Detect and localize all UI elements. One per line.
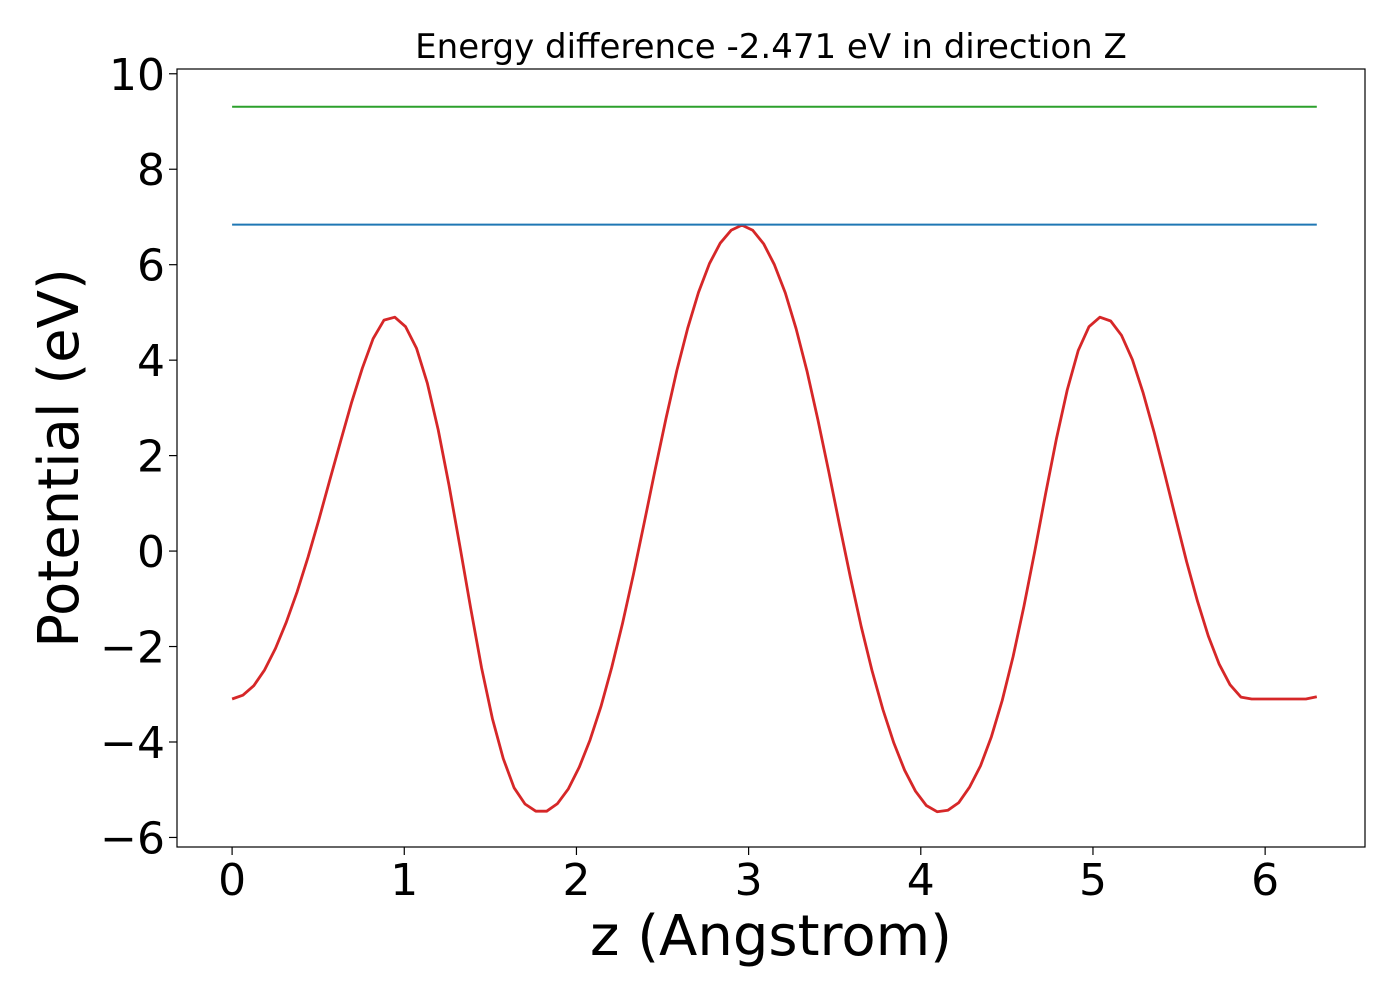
- x-tick-label: 5: [1079, 855, 1107, 906]
- y-tick-label: −4: [100, 718, 165, 769]
- x-tick-label: 3: [735, 855, 763, 906]
- chart-title: Energy difference -2.471 eV in direction…: [415, 27, 1127, 67]
- x-tick-label: 2: [562, 855, 590, 906]
- y-tick-label: 0: [137, 527, 165, 578]
- x-axis-title: z (Angstrom): [590, 904, 952, 969]
- series-line-0: [231, 223, 1318, 814]
- y-tick-label: 6: [137, 241, 165, 292]
- series-layer: [231, 105, 1318, 814]
- y-tick-label: −2: [100, 623, 165, 674]
- y-tick-label: 8: [137, 145, 165, 196]
- y-tick-label: 4: [137, 336, 165, 387]
- y-tick-label: 10: [109, 50, 165, 101]
- y-axis-title: Potential (eV): [27, 268, 92, 648]
- x-tick-label: 1: [390, 855, 418, 906]
- y-tick-label: −6: [100, 813, 165, 864]
- x-tick-label: 0: [218, 855, 246, 906]
- x-tick-label: 4: [907, 855, 935, 906]
- x-tick-label: 6: [1251, 855, 1279, 906]
- y-axis-ticks: −6 −4 −2 0 2 4 6 8 10: [100, 50, 177, 864]
- plot-frame: [176, 68, 1366, 848]
- y-tick-label: 2: [137, 432, 165, 483]
- x-axis-ticks: 0 1 2 3 4 5 6: [218, 847, 1279, 906]
